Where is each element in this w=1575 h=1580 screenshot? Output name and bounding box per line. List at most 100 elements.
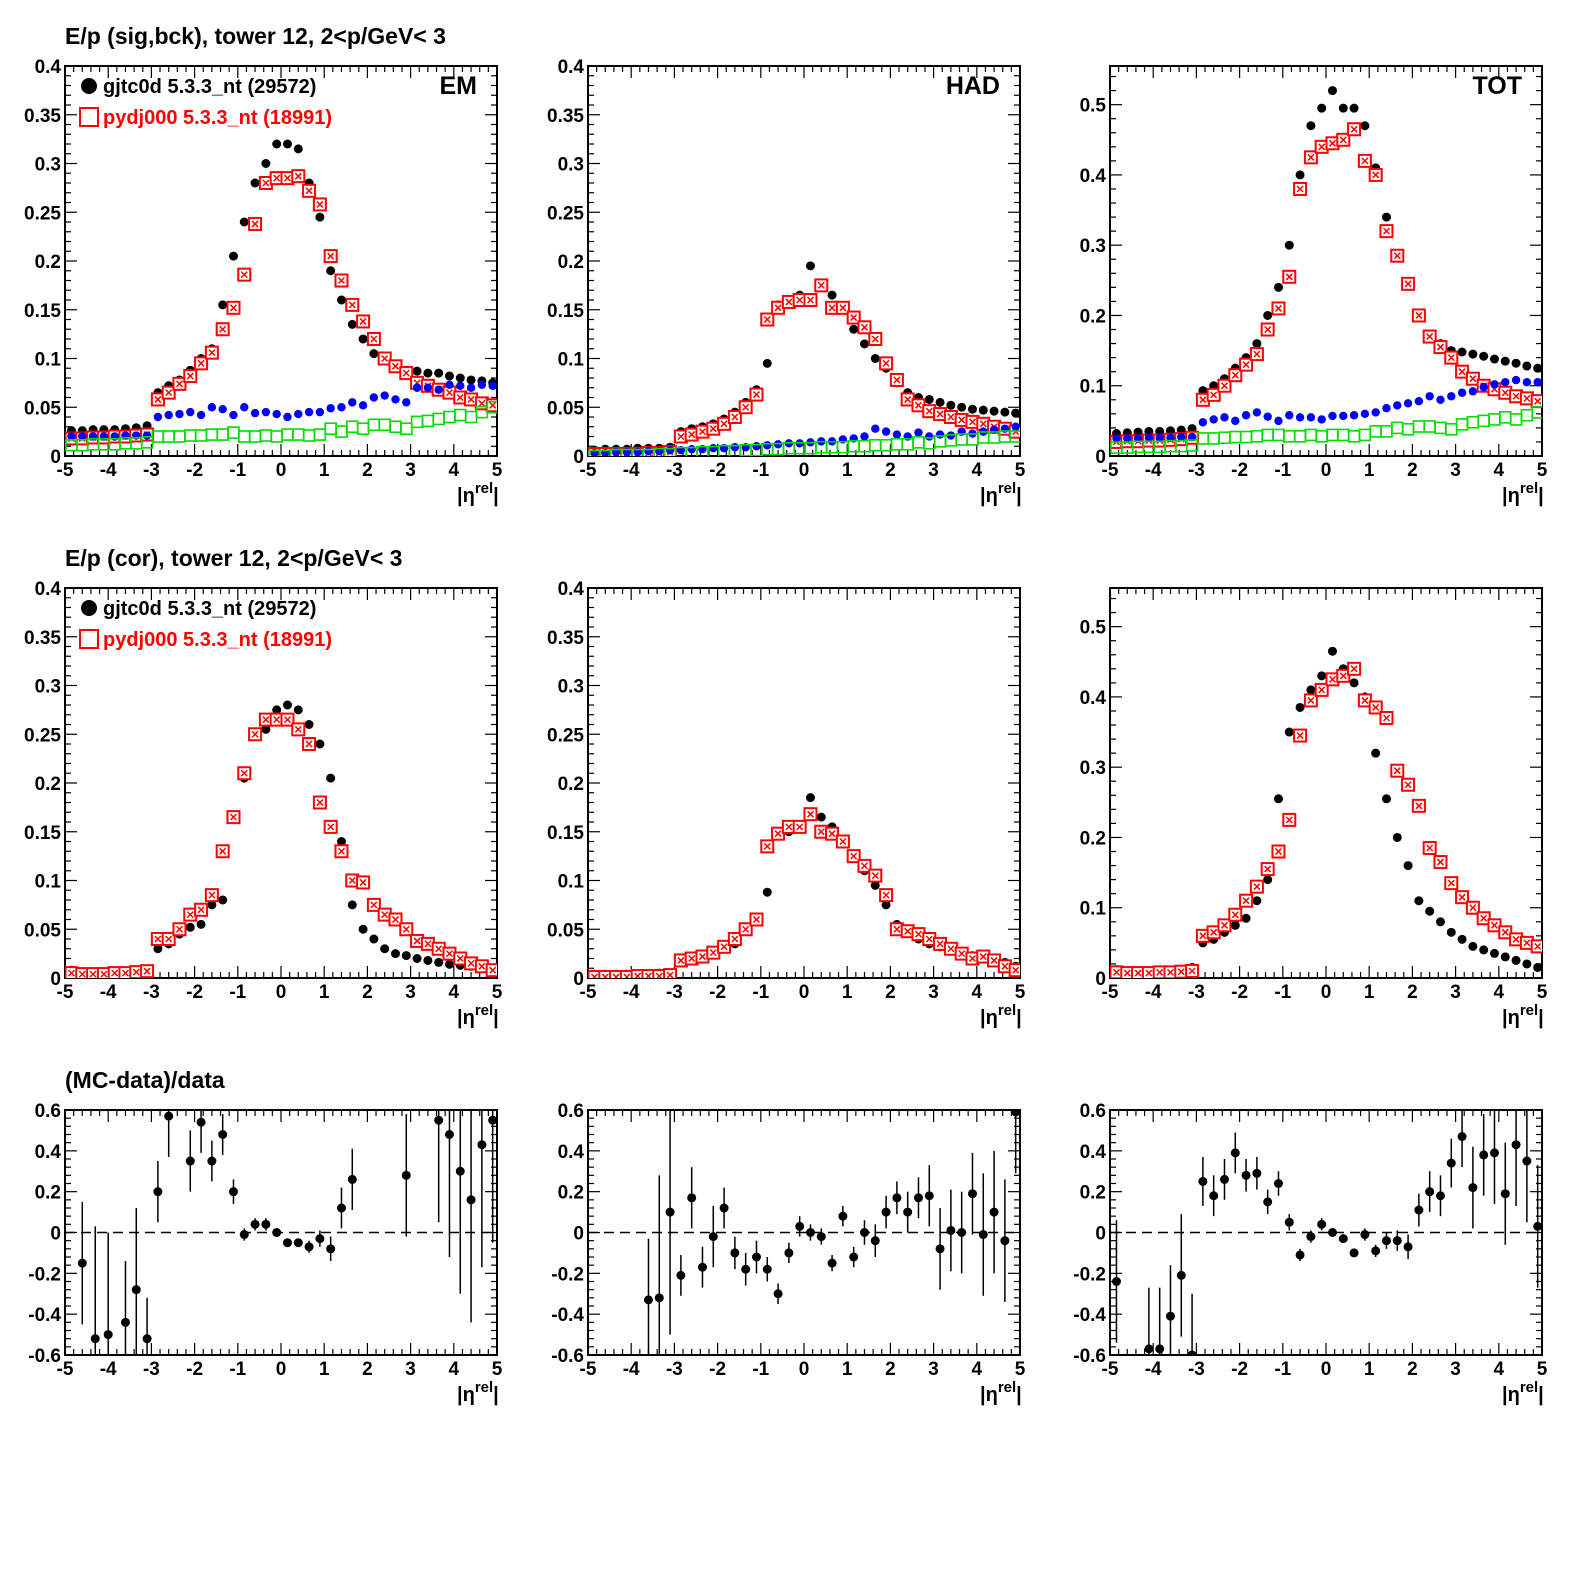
plot-area [1110, 86, 1542, 454]
ratio-point [719, 1203, 729, 1213]
x-axis-label-sup: rel [998, 1002, 1016, 1019]
mc-point-cross [1415, 311, 1423, 319]
data-point [1479, 945, 1489, 955]
ratio-point [805, 1228, 815, 1237]
mc-point-cross [688, 954, 696, 963]
x-tick-label: -3 [666, 460, 683, 481]
x-tick-label: -5 [580, 460, 597, 481]
x-tick-label: 5 [492, 1359, 503, 1380]
mc-point-cross [1296, 185, 1304, 193]
data-bck-point [1479, 382, 1488, 392]
x-tick-label: 2 [1407, 1359, 1418, 1380]
mc-point-cross [240, 271, 248, 279]
ratio-point [1327, 1228, 1337, 1237]
data-bck-point [1187, 432, 1197, 442]
data-point [1306, 121, 1316, 131]
y-tick-label: 0.3 [35, 677, 61, 698]
y-tick-label: 0 [1095, 969, 1106, 990]
plot-area [588, 261, 1020, 456]
data-point [293, 705, 303, 715]
data-bck-point [1123, 434, 1132, 443]
x-tick-label: -5 [1102, 1359, 1119, 1380]
mc-point-cross [1220, 921, 1229, 929]
x-tick-label: -1 [752, 460, 769, 481]
panel-frame [587, 587, 1021, 979]
ratio-point [1263, 1197, 1273, 1207]
data-point [239, 217, 249, 227]
panel-had-cor: -5 -4 -3 -2 -1 0 1 2 3 4 5 0 0.05 0.1 0.15 0.2 0.25 0.3 0.… [547, 579, 1026, 1029]
mc-point-cross [294, 172, 302, 180]
y-tick-label: 0 [1095, 1224, 1106, 1245]
mc-point-cross [1253, 883, 1261, 891]
mc-point-cross [666, 971, 674, 978]
x-tick-label: -1 [1274, 1359, 1291, 1380]
ratio-point [1435, 1191, 1445, 1201]
x-tick-label: 1 [319, 460, 330, 481]
data-bck-point [1317, 415, 1326, 424]
data-point [978, 405, 988, 415]
mc-point-cross [154, 395, 162, 403]
y-tick-label: 0.15 [547, 301, 584, 322]
y-tick-label: 0.15 [24, 823, 61, 844]
data-bck-point [229, 410, 238, 420]
mc-point-cross [1458, 893, 1466, 901]
x-tick-label: 3 [1450, 1359, 1461, 1380]
mc-point-cross [731, 413, 739, 421]
data-bck-point [860, 432, 869, 441]
mc-point-cross [273, 174, 281, 182]
x-axis-label-close: | [1016, 485, 1022, 507]
mc-point-cross [489, 401, 497, 409]
ratio-point [946, 1225, 956, 1235]
mc-point-cross [742, 925, 750, 933]
data-bck-point [153, 412, 163, 422]
mc-point-cross [806, 296, 815, 304]
x-tick-label: -3 [143, 1359, 160, 1380]
mc-bck-point [399, 422, 413, 436]
mc-point-cross [478, 399, 486, 407]
ratio-point [1392, 1236, 1402, 1246]
x-axis-label-sup: rel [1520, 480, 1538, 497]
series-mc [1110, 661, 1542, 978]
ratio-point [90, 1334, 100, 1344]
mc-point-cross [262, 716, 270, 724]
data-point [358, 924, 368, 934]
data-point [434, 957, 444, 967]
x-tick-label: 3 [928, 1359, 939, 1380]
ratio-point [913, 1193, 923, 1203]
x-axis-label-main: |η [457, 485, 475, 507]
mc-point-cross [1318, 686, 1326, 694]
y-tick-label: 0.35 [24, 106, 61, 127]
x-tick-label: -4 [1145, 460, 1162, 481]
mc-point-cross [1404, 280, 1412, 288]
mc-point-cross [229, 813, 238, 821]
x-tick-label: 1 [842, 982, 853, 1003]
mc-point-cross [968, 954, 977, 963]
x-tick-label: -5 [1102, 982, 1119, 1003]
ratio-point [326, 1244, 336, 1254]
mc-point-cross [165, 389, 173, 397]
x-tick-label: 2 [885, 460, 896, 481]
x-axis-label: |ηrel| [457, 1002, 499, 1029]
data-point [1457, 347, 1467, 357]
mc-point-cross [720, 420, 728, 428]
mc-point-cross [327, 823, 335, 831]
mc-point-cross [381, 354, 389, 363]
ratio-point [1403, 1242, 1413, 1252]
mc-point-cross [1145, 969, 1153, 977]
y-tick-label: 0 [50, 1224, 61, 1245]
x-tick-label: 4 [972, 1359, 983, 1380]
data-point [935, 397, 945, 407]
data-bck-point [752, 442, 761, 451]
row-title-ratio: (MC-data)/data [65, 1067, 225, 1093]
data-point [326, 266, 336, 276]
x-tick-label: 1 [319, 1359, 330, 1380]
x-axis-label-close: | [1538, 485, 1544, 507]
ratio-point [838, 1211, 848, 1221]
data-bck-point [1252, 408, 1262, 417]
data-point [369, 349, 379, 359]
data-bck-point [1144, 433, 1154, 442]
data-bck-point [935, 430, 945, 439]
data-bck-point [1522, 378, 1532, 387]
y-tick-label: 0.4 [1080, 166, 1107, 187]
ratio-point [1425, 1187, 1435, 1197]
